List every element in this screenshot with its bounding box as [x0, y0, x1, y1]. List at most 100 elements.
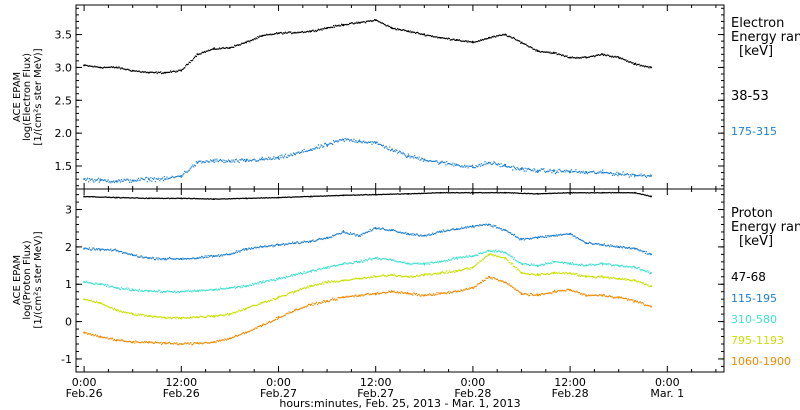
proton-scatter-point: [412, 294, 414, 296]
electron-scatter-point: [629, 61, 631, 63]
proton-scatter-point: [118, 287, 120, 289]
proton-scatter-point: [551, 192, 553, 194]
proton-scatter-point: [152, 197, 154, 200]
proton-scatter-point: [242, 248, 245, 250]
electron-scatter-point: [637, 63, 639, 66]
proton-scatter-point: [488, 223, 490, 226]
electron-scatter-point: [487, 38, 489, 40]
electron-scatter-point: [124, 68, 126, 70]
proton-scatter-point: [595, 276, 598, 279]
electron-scatter-point: [359, 22, 361, 24]
electron-scatter-point: [401, 29, 403, 31]
electron-scatter-point: [263, 34, 265, 37]
electron-scatter-point: [525, 43, 527, 45]
proton-scatter-point: [497, 227, 500, 229]
proton-scatter-point: [114, 197, 116, 199]
electron-scatter-point: [120, 67, 123, 69]
electron-scatter-point: [136, 180, 138, 182]
proton-scatter-point: [124, 340, 126, 342]
proton-scatter-point: [516, 192, 518, 194]
xtick-label-time: 0:00: [461, 376, 486, 389]
electron-scatter-point: [506, 166, 508, 168]
proton-scatter-point: [351, 194, 353, 196]
proton-scatter-point: [211, 316, 214, 318]
proton-scatter-point: [115, 340, 117, 342]
proton-scatter-point: [135, 313, 137, 315]
proton-scatter-point: [476, 224, 478, 227]
electron-scatter-point: [87, 181, 90, 183]
proton-scatter-point: [126, 341, 128, 343]
proton-scatter-point: [272, 196, 274, 199]
electron-scatter-point: [488, 36, 491, 39]
electron-scatter-point: [601, 172, 603, 174]
proton-scatter-point: [545, 273, 548, 275]
electron-scatter-point: [464, 166, 467, 168]
electron-scatter-point: [123, 178, 125, 180]
proton-scatter-point: [353, 261, 355, 263]
proton-scatter-point: [621, 278, 623, 280]
electron-scatter-point: [596, 54, 598, 57]
proton-scatter-point: [301, 241, 303, 243]
proton-scatter-point: [137, 341, 140, 343]
electron-scatter-point: [398, 29, 400, 31]
electron-scatter-point: [365, 20, 368, 22]
proton-scatter-point: [611, 296, 614, 298]
proton-scatter-point: [476, 263, 478, 265]
proton-scatter-point: [133, 314, 135, 316]
proton-scatter-point: [520, 293, 523, 295]
proton-scatter-point: [208, 254, 210, 257]
electron-scatter-point: [557, 171, 559, 174]
proton-scatter-point: [158, 257, 160, 259]
electron-scatter-point: [486, 162, 488, 164]
proton-scatter-point: [498, 280, 500, 282]
proton-scatter-point: [236, 311, 238, 313]
proton-scatter-point: [267, 246, 269, 248]
proton-scatter-point: [250, 284, 252, 286]
proton-scatter-point: [537, 236, 540, 238]
proton-scatter-point: [438, 292, 440, 294]
proton-scatter-point: [415, 193, 418, 195]
proton-scatter-point: [480, 282, 483, 284]
proton-scatter-point: [120, 197, 123, 199]
electron-scatter-point: [509, 166, 511, 168]
electron-scatter-point: [545, 170, 548, 173]
proton-scatter-point: [446, 191, 448, 194]
proton-scatter-point: [117, 250, 119, 252]
proton-scatter-point: [390, 290, 393, 292]
electron-scatter-point: [218, 161, 220, 163]
electron-scatter-point: [465, 165, 467, 167]
proton-scatter-point: [248, 306, 250, 309]
electron-scatter-point: [234, 159, 237, 161]
proton-scatter-point: [575, 264, 577, 266]
proton-scatter-point: [530, 273, 532, 275]
proton-scatter-point: [168, 317, 170, 319]
proton-scatter-point: [222, 198, 224, 200]
electron-scatter-point: [568, 170, 570, 173]
proton-scatter-point: [287, 292, 289, 294]
proton-scatter-point: [448, 270, 451, 272]
proton-scatter-point: [113, 249, 115, 251]
electron-scatter-point: [597, 172, 599, 174]
proton-scatter-point: [326, 237, 328, 239]
proton-scatter-point: [538, 274, 541, 276]
electron-scatter-point: [284, 153, 287, 155]
proton-scatter-point: [303, 195, 305, 198]
proton-scatter-point: [332, 299, 335, 301]
proton-scatter-point: [161, 342, 164, 344]
proton-scatter-point: [588, 192, 590, 194]
proton-scatter-point: [423, 234, 426, 236]
electron-scatter-point: [190, 167, 192, 169]
proton-scatter-point: [512, 286, 514, 288]
proton-scatter-point: [330, 236, 332, 238]
proton-scatter-point: [402, 276, 404, 278]
proton-scatter-point: [210, 198, 213, 200]
proton-scatter-point: [92, 196, 94, 198]
proton-scatter-point: [305, 272, 307, 274]
proton-scatter-point: [283, 277, 286, 279]
electron-scatter-point: [84, 177, 86, 180]
proton-scatter-point: [645, 250, 647, 253]
electron-scatter-point: [420, 33, 422, 36]
proton-scatter-point: [538, 193, 541, 195]
proton-scatter-point: [523, 293, 525, 295]
electron-scatter-point: [627, 174, 630, 176]
